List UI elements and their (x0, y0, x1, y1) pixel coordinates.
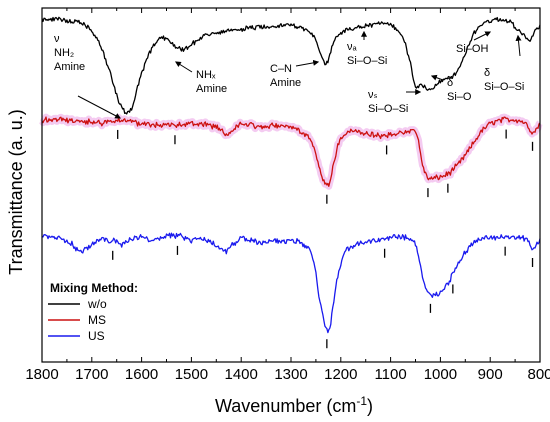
annotation-cn: C–N Amine (270, 59, 320, 89)
annotation-label: νₐ (347, 41, 358, 53)
x-tick-label: 1300 (274, 366, 307, 383)
x-axis-title: Wavenumber (cm-1) (215, 394, 373, 416)
annotation-label: νₛ (368, 89, 378, 101)
legend-title: Mixing Method: (50, 281, 138, 295)
peak-markers (112, 129, 534, 349)
annotation-arrow (430, 74, 444, 81)
series-ms-line (41, 116, 541, 187)
annotation-si-oh: Si–OH (456, 31, 492, 55)
annotation-label: Si–OH (456, 43, 488, 55)
plot-frame (41, 7, 541, 363)
legend-item-us: US (48, 329, 105, 343)
legend-label: w/o (87, 297, 107, 311)
annotation-nu-nh2: ν NH₂ Amine (54, 33, 122, 119)
legend: Mixing Method: w/o MS US (48, 281, 138, 343)
x-tick-label: 1800 (25, 366, 58, 383)
x-tick-label: 800 (527, 366, 550, 383)
annotation-label: Amine (54, 61, 85, 73)
series-us-line (41, 232, 541, 334)
peak-annotations: ν NH₂ Amine NHₓ Amine C–N Amine νₐ Si–O–Si νₛ Si–O… (54, 30, 524, 119)
legend-label: US (88, 329, 105, 343)
annotation-label: ν (54, 33, 60, 45)
annotation-arrow (77, 95, 122, 119)
x-tick-label: 1400 (225, 366, 258, 383)
x-tick-label: 1700 (75, 366, 108, 383)
annotation-nu-as: νₐ Si–O–Si (347, 30, 387, 67)
annotation-delta-si-o-si: δ Si–O–Si (484, 34, 524, 93)
annotation-label: δ (484, 67, 490, 79)
annotation-arrow (295, 59, 320, 67)
plot-layer (39, 16, 543, 334)
annotation-nu-s: νₛ Si–O–Si (368, 89, 422, 115)
annotation-label: Si–O–Si (484, 81, 524, 93)
annotation-label: NH₂ (54, 47, 74, 59)
annotation-delta-si-o: δ Si–O (430, 74, 472, 103)
annotation-label: Amine (196, 83, 227, 95)
x-tick-label: 1500 (175, 366, 208, 383)
annotation-arrow (515, 34, 522, 57)
annotation-arrow (473, 31, 492, 41)
annotation-label: δ (447, 77, 453, 89)
annotation-label: Si–O–Si (368, 103, 408, 115)
annotation-arrow (174, 61, 193, 73)
legend-item-ms: MS (48, 313, 106, 327)
legend-label: MS (88, 313, 106, 327)
annotation-label: Amine (270, 77, 301, 89)
axes: 1800 1700 1600 1500 1400 1300 1200 1100 1000 900 8… (25, 7, 550, 383)
annotation-label: Si–O (447, 91, 472, 103)
x-tick-label: 1200 (324, 366, 357, 383)
x-tick-label: 900 (478, 366, 503, 383)
annotation-nhx: NHₓ Amine (174, 61, 227, 95)
x-tick-label: 1600 (125, 366, 158, 383)
y-axis-title: Transmittance (a. u.) (6, 109, 26, 274)
x-tick-label: 1100 (374, 366, 406, 383)
annotation-label: C–N (270, 63, 292, 75)
annotation-label: Si–O–Si (347, 55, 387, 67)
annotation-label: NHₓ (196, 69, 216, 81)
x-tick-label: 1000 (424, 366, 457, 383)
legend-item-wo: w/o (48, 297, 107, 311)
series-wo-line (41, 16, 541, 115)
